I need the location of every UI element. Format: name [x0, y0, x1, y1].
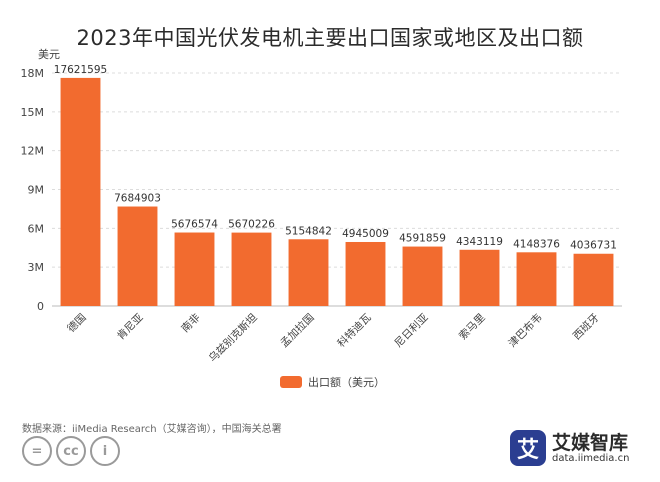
brand-url: data.iimedia.cn	[552, 452, 630, 464]
license-icons: = cc i	[22, 436, 120, 466]
data-label: 7684903	[114, 193, 161, 205]
bar	[345, 241, 386, 306]
bar	[516, 252, 557, 306]
bar	[174, 232, 215, 306]
data-label: 5676574	[171, 219, 218, 231]
bar	[402, 246, 443, 306]
y-tick-label: 6M	[28, 222, 45, 235]
bar	[573, 253, 614, 306]
bar	[60, 77, 101, 306]
x-tick-label: 乌兹别克斯坦	[206, 311, 260, 365]
x-tick-label: 孟加拉国	[278, 311, 317, 350]
y-tick-label: 3M	[28, 261, 45, 274]
data-label: 4343119	[456, 236, 503, 248]
bar	[288, 239, 329, 306]
data-label: 17621595	[54, 64, 107, 76]
y-tick-label: 15M	[21, 106, 45, 119]
legend: 出口额（美元）	[280, 374, 385, 390]
x-tick-label: 肯尼亚	[114, 311, 146, 343]
source-note: 数据来源：iiMedia Research（艾媒咨询），中国海关总署	[22, 424, 282, 435]
equals-icon: =	[22, 436, 52, 466]
data-label: 4148376	[513, 238, 560, 250]
legend-swatch	[280, 376, 302, 388]
x-tick-label: 南非	[179, 311, 203, 335]
cc-icon: cc	[56, 436, 86, 466]
brand-name: 艾媒智库	[552, 431, 629, 454]
chart-title: 2023年中国光伏发电机主要出口国家或地区及出口额	[76, 26, 584, 50]
brand: 艾 艾媒智库 data.iimedia.cn	[510, 430, 629, 466]
data-label: 4036731	[570, 240, 617, 252]
bar-chart: 美元 0 3M 6M 9M 12M 15M 18M 17621595 德国 7684903 肯尼亚 56…	[21, 48, 622, 365]
x-tick-label: 津巴布韦	[506, 312, 544, 350]
x-tick-label: 科特迪瓦	[335, 311, 374, 350]
legend-label: 出口额（美元）	[308, 376, 385, 389]
x-tick-label: 西班牙	[571, 312, 602, 343]
x-tick-label: 德国	[65, 311, 89, 335]
brand-logo: 艾	[510, 430, 546, 466]
data-label: 4591859	[399, 233, 446, 245]
y-tick-label: 0	[37, 300, 44, 313]
y-axis-unit-label: 美元	[38, 48, 60, 61]
x-tick-label: 索马里	[456, 311, 487, 342]
data-label: 5670226	[228, 219, 275, 231]
y-tick-label: 9M	[28, 184, 45, 197]
bar	[231, 232, 272, 306]
data-label: 4945009	[342, 228, 389, 240]
x-tick-label: 尼日利亚	[392, 311, 431, 350]
bar	[459, 249, 500, 306]
data-label: 5154842	[285, 225, 332, 237]
y-tick-label: 12M	[21, 145, 45, 158]
bar	[117, 206, 158, 306]
attribution-icon: i	[90, 436, 120, 466]
y-tick-label: 18M	[21, 67, 45, 80]
